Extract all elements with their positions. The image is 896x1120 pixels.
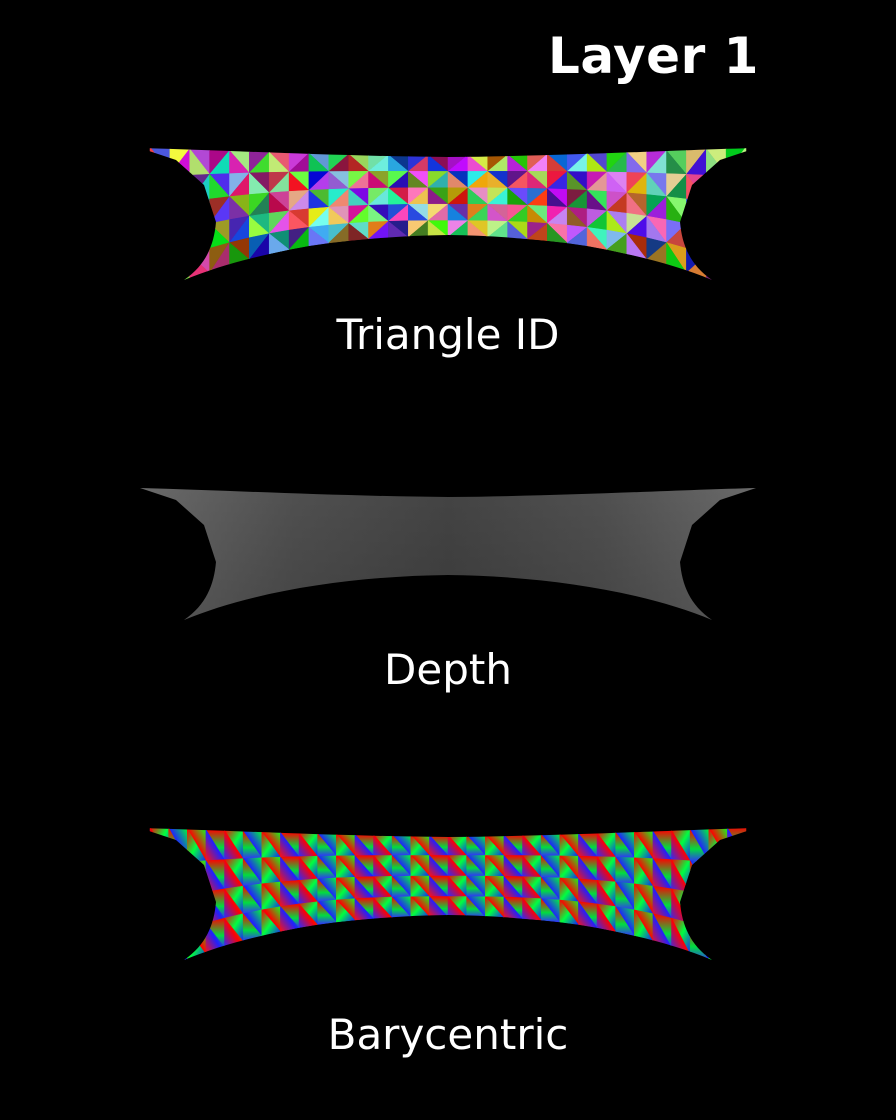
triangle-id-render <box>149 148 747 280</box>
depth-label: Depth <box>384 645 512 694</box>
barycentric-panel: Barycentric <box>0 820 896 1070</box>
depth-panel: Depth <box>0 480 896 710</box>
triangle-id-panel: Triangle ID <box>0 140 896 380</box>
barycentric-render <box>149 828 747 960</box>
triangle-id-label: Triangle ID <box>336 310 560 359</box>
barycentric-label: Barycentric <box>327 1010 569 1059</box>
depth-render <box>140 488 756 620</box>
layer-title: Layer 1 <box>548 27 759 85</box>
